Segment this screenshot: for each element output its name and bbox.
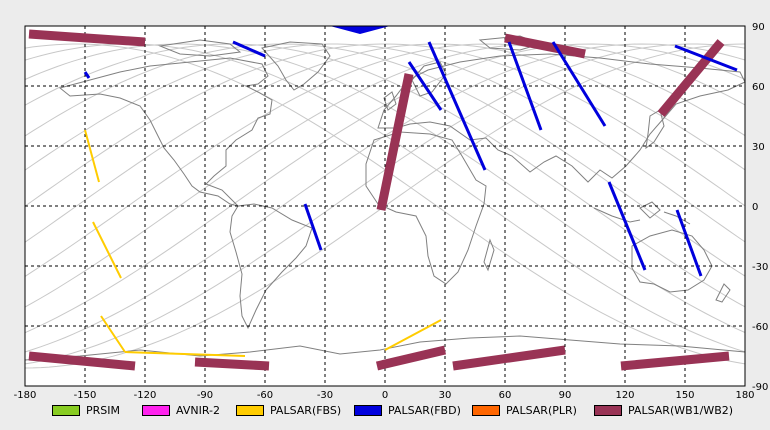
fbs-swath [384,319,442,351]
wb-swath [657,39,725,117]
legend-item: PRSIM [52,403,120,417]
legend-item: AVNIR-2 [142,403,220,417]
coastline-north-america [58,57,273,207]
fbd-swath [303,203,323,251]
lon-tick-label: -150 [74,390,97,401]
lon-tick-label: -30 [317,390,333,401]
fbs-swath [124,351,246,357]
palsar-wb-swaths [28,29,730,371]
fbd-swath [507,41,543,131]
legend-item: PALSAR(WB1/WB2) [594,403,733,417]
wb-swath [375,345,447,371]
orbit-track [24,43,746,308]
lon-tick-label: 180 [735,390,754,401]
coastline-antarctica [24,335,746,361]
lat-tick-label: -30 [752,262,768,273]
wb-swath [376,73,414,211]
legend-swatch [142,404,170,416]
lat-tick-label: -90 [752,382,768,393]
palsar-fbs-swaths [84,129,442,357]
legend-label: PRSIM [86,403,120,417]
coastline-new-zealand [715,283,731,303]
coastline-indonesia [593,201,691,225]
fbd-swath [607,181,647,271]
legend-label: PALSAR(WB1/WB2) [628,403,734,417]
lat-tick-label: 0 [752,202,758,213]
legend-swatch [236,404,264,416]
lon-tick-label: 150 [675,390,694,401]
fbs-swath [100,315,126,353]
fbs-swath [84,129,100,183]
wb-swath [28,351,136,371]
coastline-eurasia [377,53,746,183]
legend-label: PALSAR(PLR) [506,403,577,417]
coastline-scandinavia [411,61,447,97]
lon-tick-label: 30 [439,390,452,401]
orbit-track [24,43,746,277]
coastline-greenland [261,41,331,91]
wb-swath [28,29,146,47]
legend-label: AVNIR-2 [176,403,220,417]
map-frame [24,25,746,387]
lon-tick-label: 0 [382,390,388,401]
lon-tick-label: -120 [134,390,157,401]
fbd-swath [407,61,443,111]
legend-item: PALSAR(FBS) [236,403,341,417]
legend: PRSIM AVNIR-2 PALSAR(FBS) PALSAR(FBD) PALSAR… [0,400,770,420]
fbd-swath [83,71,91,79]
fbd-pole-cap [330,26,390,34]
legend-item: PALSAR(FBD) [354,403,461,417]
longitude-tick-labels: -180 -150 -120 -90 -60 -30 0 30 60 90 120 150 180 [14,390,755,401]
lat-tick-label: 30 [752,142,765,153]
coastline-south-america [229,203,313,330]
palsar-fbd-swaths [83,40,738,277]
wb-swath [194,357,270,371]
lat-tick-label: 60 [752,82,765,93]
coastline-australia [631,229,713,293]
legend-item: PALSAR(PLR) [472,403,577,417]
lat-tick-label: -60 [752,322,768,333]
lon-tick-label: 60 [499,390,512,401]
latitude-tick-labels: 90 60 30 0 -30 -60 -90 [752,22,768,393]
lat-tick-label: 90 [752,22,765,33]
lon-tick-label: 90 [559,390,572,401]
wb-swath [504,33,586,59]
legend-swatch [52,404,80,416]
lon-tick-label: -180 [14,390,37,401]
wb-swath [620,351,730,371]
fbd-swath [232,40,266,58]
lon-tick-label: -60 [257,390,273,401]
legend-swatch [472,404,500,416]
lon-tick-label: -90 [197,390,213,401]
legend-swatch [594,404,622,416]
legend-swatch [354,404,382,416]
wb-swath [452,345,566,371]
fbd-swath [551,41,607,127]
coastline-uk [383,91,397,111]
lon-tick-label: 120 [615,390,634,401]
fbd-swath [674,44,738,72]
fbs-swath [92,221,122,279]
fbd-swath [427,41,487,171]
fbd-swath [675,209,703,277]
coastline-madagascar [483,238,495,272]
legend-label: PALSAR(FBD) [388,403,461,417]
legend-label: PALSAR(FBS) [270,403,342,417]
